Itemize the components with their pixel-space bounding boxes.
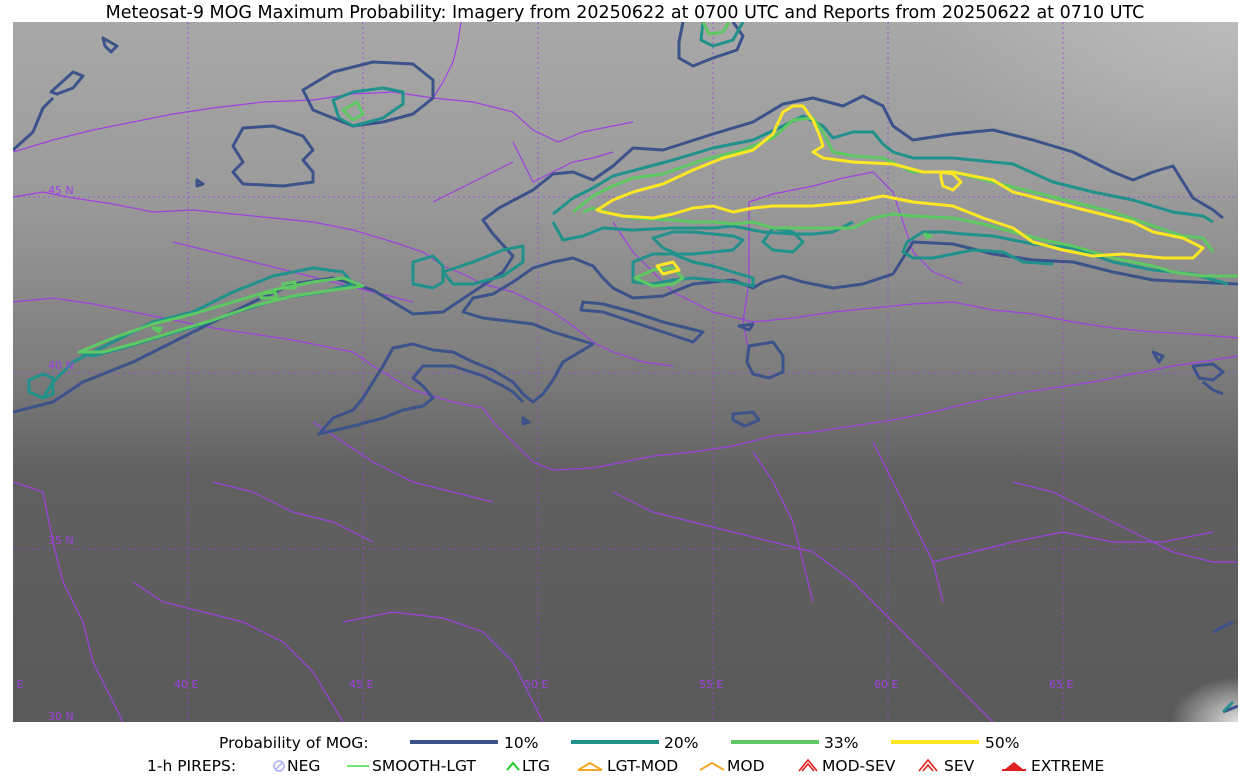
lon-label: 55 E: [699, 678, 723, 691]
contour-33pct: [77, 22, 1238, 354]
legend-label-10pct: 10%: [504, 734, 539, 752]
probability-legend: Probability of MOG: 10% 20% 33% 50%: [0, 732, 1250, 754]
legend-label-50pct: 50%: [985, 734, 1020, 752]
lon-label: 45 E: [349, 678, 373, 691]
cloud-field-top-right: [713, 22, 1238, 322]
satellite-map[interactable]: 45 N 40 N 35 N 30 N 35 E 40 E 45 E 50 E 55 E 60 …: [13, 22, 1238, 722]
severe-icon: [918, 755, 940, 781]
legend-swatch-33pct: [731, 732, 821, 758]
lon-label: 35 E: [13, 678, 23, 691]
legend-swatch-20pct: [571, 732, 661, 758]
legend-label-20pct: 20%: [664, 734, 699, 752]
longitude-labels: 35 E 40 E 45 E 50 E 55 E 60 E 65 E: [13, 678, 1073, 691]
legend-label-33pct: 33%: [824, 734, 859, 752]
lat-label: 40 N: [48, 359, 74, 372]
chart-title: Meteosat-9 MOG Maximum Probability: Imag…: [105, 3, 1145, 23]
latitude-labels: 45 N 40 N 35 N 30 N: [48, 184, 74, 722]
pireps-legend-label: 1-h PIREPS:: [147, 757, 237, 775]
pireps-legend: 1-h PIREPS: NEG SMOOTH-LGT LTG LGT-MOD M…: [0, 755, 1250, 777]
extreme-icon: [1002, 755, 1028, 781]
lon-label: 50 E: [524, 678, 548, 691]
pirep-label-lgt-mod: LGT-MOD: [607, 757, 679, 775]
pirep-label-mod: MOD: [727, 757, 765, 775]
lat-label: 35 N: [48, 534, 74, 547]
smooth-light-line-icon: [347, 755, 371, 781]
pirep-label-mod-sev: MOD-SEV: [822, 757, 896, 775]
moderate-chevron-icon: [699, 755, 726, 781]
contour-20pct: [27, 22, 1235, 714]
pirep-label-neg: NEG: [287, 757, 321, 775]
legend-swatch-10pct: [410, 732, 500, 758]
legend-swatch-50pct: [891, 732, 981, 758]
country-borders: [13, 22, 1238, 722]
pirep-label-sev: SEV: [944, 757, 975, 775]
pirep-label-ltg: LTG: [522, 757, 550, 775]
lat-label: 30 N: [48, 710, 74, 722]
lat-label: 45 N: [48, 184, 74, 197]
lon-label: 60 E: [874, 678, 898, 691]
lon-label: 65 E: [1049, 678, 1073, 691]
light-chevron-icon: [506, 755, 522, 781]
moderate-severe-icon: [798, 755, 820, 781]
pirep-label-smooth-lgt: SMOOTH-LGT: [372, 757, 476, 775]
lon-label: 40 E: [174, 678, 198, 691]
probability-legend-label: Probability of MOG:: [219, 734, 369, 752]
pirep-label-extreme: EXTREME: [1031, 757, 1105, 775]
light-moderate-icon: [577, 755, 604, 781]
map-canvas: 45 N 40 N 35 N 30 N 35 E 40 E 45 E 50 E 55 E 60 …: [13, 22, 1238, 722]
neg-circle-icon: [272, 755, 288, 781]
cloud-field-bottom-right: [1013, 572, 1238, 722]
contour-50pct: [595, 104, 1205, 276]
